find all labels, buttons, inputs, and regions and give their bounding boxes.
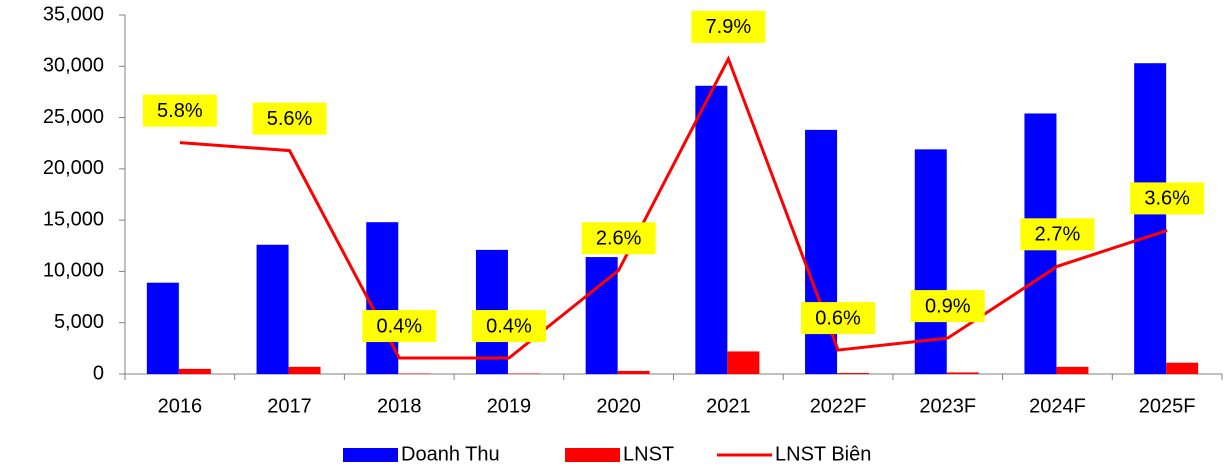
data-label: 2.7% bbox=[1035, 224, 1081, 246]
bar bbox=[727, 351, 760, 374]
data-label: 0.9% bbox=[925, 295, 971, 317]
bar bbox=[1166, 362, 1199, 374]
bar bbox=[946, 372, 979, 374]
x-tick-label: 2020 bbox=[596, 395, 641, 417]
legend-swatch bbox=[565, 448, 620, 462]
bar bbox=[914, 149, 947, 374]
data-label-box bbox=[691, 10, 766, 43]
data-label-box bbox=[252, 102, 327, 135]
bar bbox=[1056, 366, 1089, 374]
y-tick-label: 10,000 bbox=[43, 260, 104, 282]
y-tick-label: 5,000 bbox=[54, 311, 104, 333]
x-tick-label: 2018 bbox=[377, 395, 422, 417]
y-tick-label: 15,000 bbox=[43, 208, 104, 230]
y-tick-label: 25,000 bbox=[43, 106, 104, 128]
bar bbox=[1134, 63, 1167, 375]
data-label: 5.8% bbox=[157, 100, 203, 122]
x-tick-label: 2019 bbox=[487, 395, 532, 417]
legend-label: Doanh Thu bbox=[401, 443, 500, 465]
y-tick-label: 30,000 bbox=[43, 55, 104, 77]
x-tick-label: 2021 bbox=[706, 395, 751, 417]
data-label-box bbox=[1130, 182, 1205, 215]
data-label: 3.6% bbox=[1144, 188, 1190, 210]
bar bbox=[837, 372, 870, 374]
legend-label: LNST Biên bbox=[775, 443, 871, 465]
y-tick-label: 0 bbox=[93, 362, 104, 384]
bar bbox=[507, 373, 540, 374]
bar bbox=[366, 222, 399, 374]
data-label-box bbox=[1020, 218, 1095, 251]
bar bbox=[146, 282, 179, 374]
bar bbox=[178, 368, 211, 374]
x-tick-label: 2023F bbox=[919, 395, 976, 417]
y-tick-label: 35,000 bbox=[43, 3, 104, 25]
data-label: 0.4% bbox=[376, 315, 422, 337]
line bbox=[179, 55, 1168, 360]
data-label-box bbox=[910, 290, 985, 323]
data-label-box bbox=[362, 310, 437, 343]
bar bbox=[695, 85, 728, 374]
x-tick-label: 2025F bbox=[1139, 395, 1196, 417]
bar bbox=[288, 366, 321, 374]
x-tick-label: 2017 bbox=[267, 395, 312, 417]
legend-swatch bbox=[343, 448, 398, 462]
bar bbox=[256, 244, 289, 374]
data-label: 5.6% bbox=[267, 108, 313, 130]
data-label: 0.4% bbox=[486, 315, 532, 337]
data-label-box bbox=[801, 302, 876, 335]
x-tick-label: 2022F bbox=[810, 395, 867, 417]
bar bbox=[398, 373, 431, 374]
data-label: 0.6% bbox=[815, 307, 861, 329]
y-tick-label: 20,000 bbox=[43, 157, 104, 179]
data-label-box bbox=[471, 310, 546, 343]
bar bbox=[617, 370, 650, 374]
data-label-box bbox=[581, 222, 656, 255]
data-label: 2.6% bbox=[596, 228, 642, 250]
data-label: 7.9% bbox=[706, 16, 752, 38]
x-tick-label: 2024F bbox=[1029, 395, 1086, 417]
x-tick-label: 2016 bbox=[158, 395, 203, 417]
legend-label: LNST bbox=[623, 443, 674, 465]
data-label-box bbox=[142, 94, 217, 127]
